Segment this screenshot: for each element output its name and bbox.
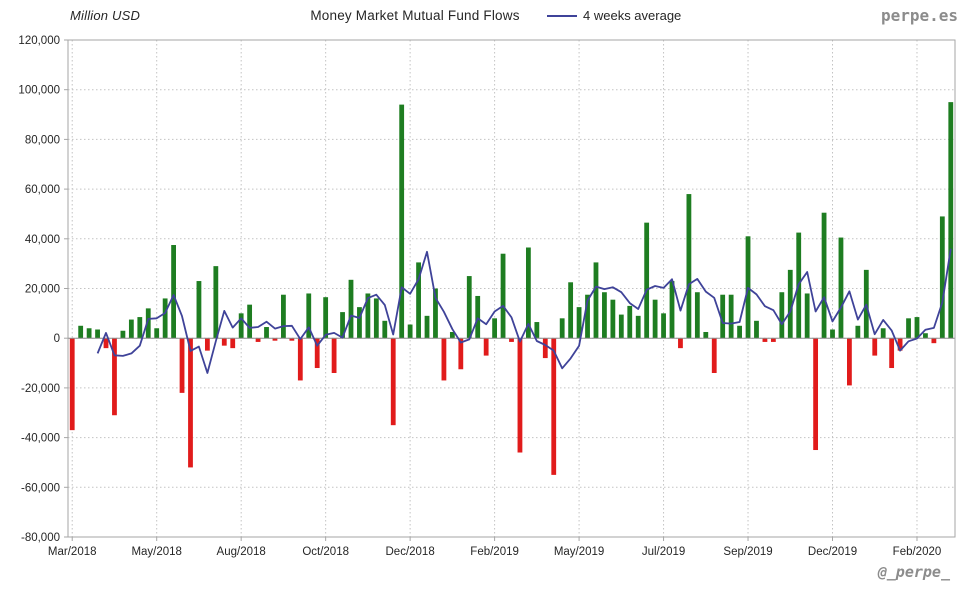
svg-text:-20,000: -20,000 (21, 383, 60, 395)
svg-text:-40,000: -40,000 (21, 433, 60, 445)
svg-text:Dec/2019: Dec/2019 (808, 546, 857, 558)
svg-text:40,000: 40,000 (25, 234, 60, 246)
svg-text:100,000: 100,000 (18, 85, 60, 97)
legend: 4 weeks average (547, 8, 681, 23)
svg-text:Mar/2018: Mar/2018 (48, 546, 97, 558)
svg-text:Feb/2019: Feb/2019 (470, 546, 519, 558)
svg-text:80,000: 80,000 (25, 134, 60, 146)
svg-text:Oct/2018: Oct/2018 (302, 546, 349, 558)
svg-text:Sep/2019: Sep/2019 (723, 546, 772, 558)
svg-text:-80,000: -80,000 (21, 532, 60, 544)
svg-text:Jul/2019: Jul/2019 (642, 546, 685, 558)
svg-text:20,000: 20,000 (25, 284, 60, 296)
watermark-site: perpe.es (880, 6, 958, 25)
y-axis-unit-label: Million USD (70, 8, 141, 23)
svg-text:60,000: 60,000 (25, 184, 60, 196)
svg-text:-60,000: -60,000 (21, 482, 60, 494)
svg-text:Dec/2018: Dec/2018 (386, 546, 435, 558)
line-series-swatch-icon (547, 14, 577, 17)
svg-text:0: 0 (54, 333, 60, 345)
watermark-handle: @_perpe_ (877, 563, 950, 581)
svg-text:May/2019: May/2019 (554, 546, 605, 558)
chart-title: Money Market Mutual Fund Flows (310, 8, 520, 23)
svg-text:120,000: 120,000 (18, 35, 60, 47)
svg-text:May/2018: May/2018 (131, 546, 182, 558)
svg-text:Aug/2018: Aug/2018 (217, 546, 266, 558)
legend-label: 4 weeks average (583, 8, 682, 23)
svg-text:Feb/2020: Feb/2020 (893, 546, 942, 558)
